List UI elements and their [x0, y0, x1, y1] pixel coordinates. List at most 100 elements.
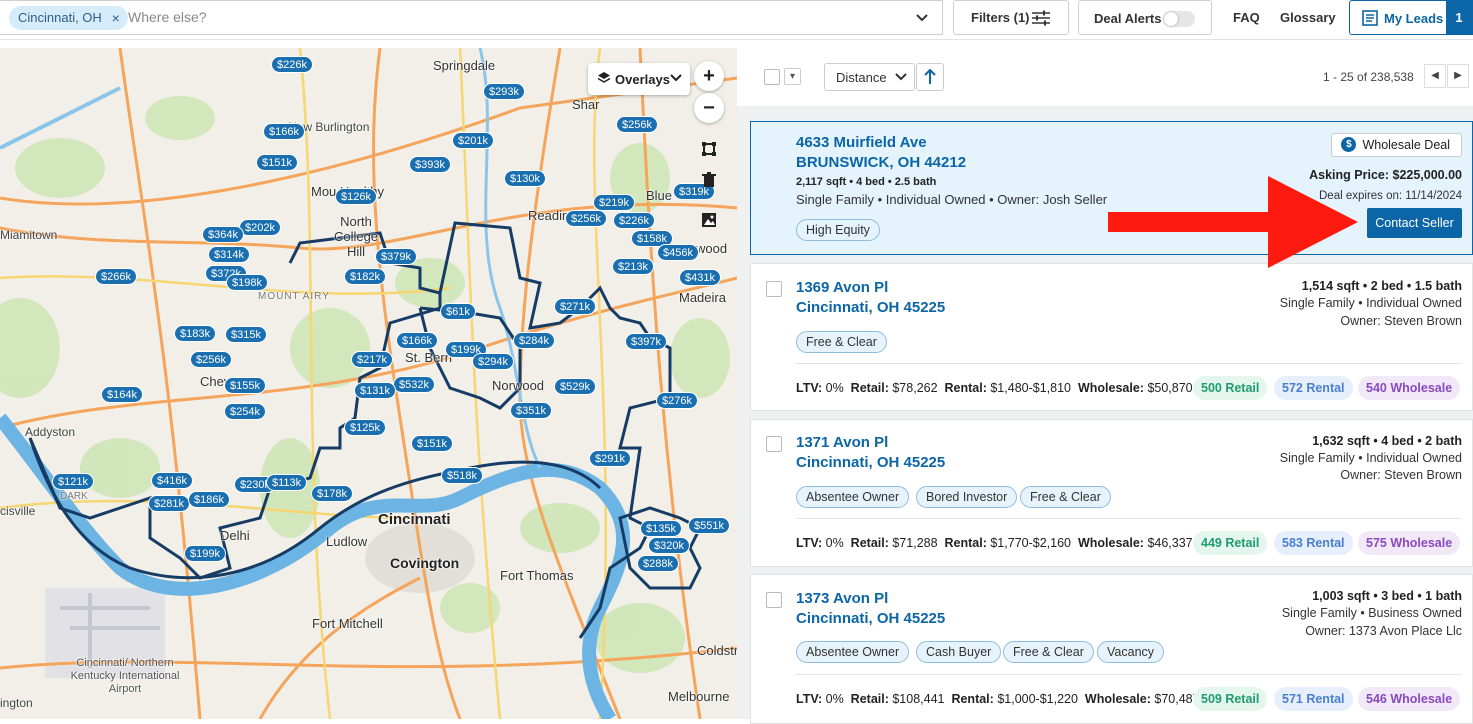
price-pin[interactable]: $182k	[344, 268, 386, 285]
chevron-down-icon[interactable]	[914, 10, 930, 26]
price-pin[interactable]: $256k	[565, 210, 607, 227]
price-pin[interactable]: $166k	[396, 332, 438, 349]
price-pin[interactable]: $319k	[673, 183, 715, 200]
price-pin[interactable]: $201k	[452, 132, 494, 149]
price-pin[interactable]: $256k	[190, 351, 232, 368]
price-pin[interactable]: $166k	[263, 123, 305, 140]
price-pin[interactable]: $186k	[188, 491, 230, 508]
price-pin[interactable]: $202k	[239, 219, 281, 236]
price-pin[interactable]: $151k	[411, 435, 453, 452]
overlays-dropdown[interactable]: Overlays	[588, 63, 690, 95]
price-pin[interactable]: $529k	[554, 378, 596, 395]
draw-shape-icon[interactable]	[694, 134, 724, 164]
price-pin[interactable]: $281k	[148, 495, 190, 512]
price-pin[interactable]: $121k	[52, 473, 94, 490]
lead-checkbox[interactable]	[766, 592, 782, 608]
price-pin[interactable]: $351k	[510, 402, 552, 419]
price-pin[interactable]: $125k	[344, 419, 386, 436]
deal-alerts-button[interactable]: Deal Alerts	[1078, 0, 1212, 35]
price-pin[interactable]: $135k	[640, 520, 682, 537]
price-pin[interactable]: $158k	[631, 230, 673, 247]
filters-button[interactable]: Filters (1)	[953, 0, 1069, 35]
price-pin[interactable]: $226k	[271, 56, 313, 73]
price-pin[interactable]: $314k	[208, 246, 250, 263]
price-pin[interactable]: $151k	[256, 154, 298, 171]
zoom-out-button[interactable]: −	[694, 93, 724, 123]
satellite-view-icon[interactable]	[694, 205, 724, 235]
price-pin[interactable]: $130k	[504, 170, 546, 187]
select-all-checkbox[interactable]	[764, 69, 780, 85]
price-pin[interactable]: $551k	[688, 517, 730, 534]
select-menu-caret[interactable]: ▾	[784, 68, 801, 85]
zoom-in-button[interactable]: +	[694, 61, 724, 91]
price-pin[interactable]: $397k	[625, 333, 667, 350]
lead-address[interactable]: 1373 Avon Pl	[796, 590, 889, 607]
lead-card[interactable]: 1371 Avon Pl Cincinnati, OH 45225 1,632 …	[750, 419, 1473, 567]
price-pin[interactable]: $393k	[409, 156, 451, 173]
price-pin[interactable]: $131k	[354, 382, 396, 399]
lead-city-state-zip[interactable]: Cincinnati, OH 45225	[796, 454, 946, 471]
retail-score: 509 Retail	[1193, 687, 1268, 711]
price-pin[interactable]: $199k	[184, 545, 226, 562]
price-pin[interactable]: $271k	[554, 298, 596, 315]
lead-address[interactable]: 4633 Muirfield Ave	[796, 134, 927, 151]
price-pin[interactable]: $183k	[174, 325, 216, 342]
price-pin[interactable]: $164k	[101, 386, 143, 403]
lead-city-state-zip[interactable]: BRUNSWICK, OH 44212	[796, 154, 967, 171]
price-pin[interactable]: $288k	[637, 555, 679, 572]
deal-alerts-toggle[interactable]	[1163, 11, 1195, 27]
map[interactable]: Springdale Shar New Burlington Mou Healt…	[0, 48, 737, 719]
price-pin[interactable]: $293k	[483, 83, 525, 100]
price-pin[interactable]: $219k	[593, 194, 635, 211]
next-page-button[interactable]: ▶	[1447, 64, 1469, 88]
my-leads-button[interactable]: My Leads 1	[1349, 0, 1473, 35]
price-pin[interactable]: $266k	[95, 268, 137, 285]
price-pin[interactable]: $155k	[224, 377, 266, 394]
lead-card[interactable]: 1369 Avon Pl Cincinnati, OH 45225 1,514 …	[750, 263, 1473, 411]
lead-address[interactable]: 1369 Avon Pl	[796, 279, 889, 296]
price-pin[interactable]: $379k	[375, 248, 417, 265]
price-pin[interactable]: $291k	[589, 450, 631, 467]
lead-card[interactable]: 1373 Avon Pl Cincinnati, OH 45225 1,003 …	[750, 574, 1473, 724]
lead-city-state-zip[interactable]: Cincinnati, OH 45225	[796, 299, 946, 316]
price-pin[interactable]: $532k	[393, 376, 435, 393]
price-pin[interactable]: $294k	[472, 353, 514, 370]
price-pin[interactable]: $61k	[440, 303, 476, 320]
price-pin[interactable]: $213k	[612, 258, 654, 275]
sort-select[interactable]: Distance	[824, 63, 915, 91]
price-pin[interactable]: $256k	[616, 116, 658, 133]
lead-city-state-zip[interactable]: Cincinnati, OH 45225	[796, 610, 946, 627]
lead-checkbox[interactable]	[766, 436, 782, 452]
price-pin[interactable]: $518k	[441, 467, 483, 484]
price-pin[interactable]: $126k	[335, 188, 377, 205]
featured-deal-card[interactable]: 4633 Muirfield Ave BRUNSWICK, OH 44212 2…	[750, 121, 1473, 255]
price-pin[interactable]: $315k	[225, 326, 267, 343]
lead-checkbox[interactable]	[766, 281, 782, 297]
price-pin[interactable]: $320k	[648, 537, 690, 554]
price-pin[interactable]: $276k	[656, 392, 698, 409]
price-pin[interactable]: $431k	[679, 269, 721, 286]
price-pin[interactable]: $364k	[202, 226, 244, 243]
previous-page-button[interactable]: ◀	[1424, 64, 1446, 88]
location-search[interactable]: Cincinnati, OH ×	[0, 0, 943, 35]
price-pin[interactable]: $456k	[657, 244, 699, 261]
glossary-link[interactable]: Glossary	[1280, 10, 1336, 25]
price-pin[interactable]: $284k	[513, 332, 555, 349]
trash-icon[interactable]	[694, 165, 724, 195]
price-pin[interactable]: $217k	[351, 351, 393, 368]
price-pin[interactable]: $226k	[613, 212, 655, 229]
contact-seller-button[interactable]: Contact Seller	[1367, 208, 1462, 238]
price-pin[interactable]: $230k	[234, 476, 276, 493]
price-pin[interactable]: $113k	[266, 474, 308, 491]
price-pin[interactable]: $254k	[224, 403, 266, 420]
faq-link[interactable]: FAQ	[1233, 10, 1260, 25]
price-pin[interactable]: $178k	[311, 485, 353, 502]
chip-remove-icon[interactable]: ×	[111, 10, 120, 26]
location-chip[interactable]: Cincinnati, OH ×	[9, 6, 128, 30]
price-pin[interactable]: $198k	[226, 274, 268, 291]
price-pin[interactable]: $416k	[151, 472, 193, 489]
tag-free-clear: Free & Clear	[796, 331, 887, 353]
search-input[interactable]	[128, 9, 828, 25]
sort-direction-button[interactable]	[916, 63, 944, 91]
lead-address[interactable]: 1371 Avon Pl	[796, 434, 889, 451]
